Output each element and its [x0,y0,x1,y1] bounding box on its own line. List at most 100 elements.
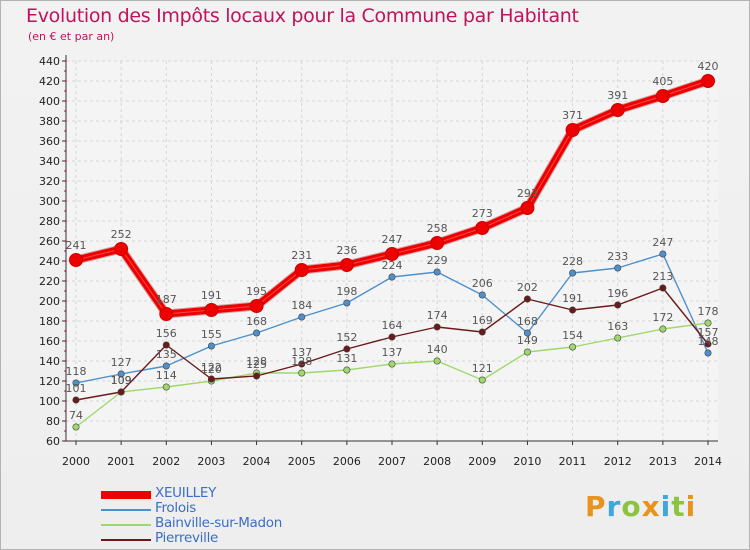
y-tick-label: 340 [39,155,60,168]
data-point [204,303,219,317]
data-label: 420 [698,60,719,73]
y-axis-dot [64,120,66,122]
data-label: 114 [156,369,177,382]
x-tick-label: 2004 [243,455,271,468]
legend-label: Bainville-sur-Madon [155,515,283,531]
y-axis-dot [64,250,66,252]
data-point [298,313,306,321]
x-tick-label: 2007 [378,455,406,468]
data-label: 293 [517,187,538,200]
y-tick-label: 280 [39,215,60,228]
y-axis-dot [64,100,66,102]
data-label: 168 [517,315,538,328]
data-label: 233 [607,250,628,263]
data-label: 125 [246,358,267,371]
y-tick-label: 400 [39,95,60,108]
data-label: 122 [201,361,222,374]
x-tick-label: 2013 [649,455,677,468]
data-label: 174 [427,309,448,322]
y-axis-dot [64,260,66,262]
legend-swatch [101,491,151,499]
y-axis-dot [64,420,66,422]
data-point [72,396,80,404]
data-label: 241 [66,239,87,252]
y-axis-dot [64,340,66,342]
data-point [565,123,580,137]
data-label: 135 [156,348,177,361]
data-label: 169 [472,314,493,327]
y-axis-dot [64,310,66,312]
legend-label: XEUILLEY [155,485,217,501]
data-point [433,268,441,276]
x-tick-label: 2002 [152,455,180,468]
y-tick-label: 240 [39,255,60,268]
y-axis-dot [64,210,66,212]
y-tick-label: 220 [39,275,60,288]
data-label: 163 [607,320,628,333]
data-label: 191 [562,292,583,305]
y-tick-label: 180 [39,315,60,328]
data-label: 101 [66,382,87,395]
data-label: 371 [562,109,583,122]
data-point [162,341,170,349]
series-lines [69,74,715,431]
y-tick-label: 360 [39,135,60,148]
data-label: 109 [111,374,132,387]
data-point [520,201,535,215]
data-point [72,379,80,387]
logo-letter: P [585,490,607,523]
data-point [114,242,129,256]
data-label: 155 [201,328,222,341]
data-point [704,340,712,348]
data-label: 128 [291,355,312,368]
data-label: 118 [66,365,87,378]
y-axis-dot [64,320,66,322]
y-axis-dot [64,220,66,222]
data-label: 164 [382,319,403,332]
data-label: 157 [698,326,719,339]
data-point [614,264,622,272]
data-label: 229 [427,254,448,267]
data-label: 195 [246,285,267,298]
data-label: 148 [698,335,719,348]
data-point [655,89,670,103]
y-tick-label: 60 [46,435,60,448]
data-label: 131 [336,352,357,365]
axes: 60 80 100 120 140 160 180 200 220 240 260 280 300 320… [39,55,722,468]
y-axis-dot [64,230,66,232]
logo-letter: i [685,490,697,523]
y-tick-label: 440 [39,55,60,68]
data-label: 156 [156,327,177,340]
data-label: 184 [291,299,312,312]
data-label: 231 [291,249,312,262]
x-tick-label: 2014 [694,455,722,468]
x-tick-label: 2010 [513,455,541,468]
x-tick-label: 2011 [559,455,587,468]
data-label: 121 [472,362,493,375]
proxiti-logo: Proxiti [585,490,696,523]
data-point [343,345,351,353]
logo-letter: r [606,490,622,523]
y-axis-dot [64,290,66,292]
grid-lines [66,60,718,442]
data-point [388,333,396,341]
y-tick-label: 300 [39,195,60,208]
data-label: 152 [336,331,357,344]
data-point [478,328,486,336]
legend-label: Frolois [155,500,196,516]
data-point [523,348,531,356]
data-label: 191 [201,289,222,302]
y-tick-label: 200 [39,295,60,308]
data-label: 273 [472,207,493,220]
y-axis-dot [64,240,66,242]
y-axis-dot [64,390,66,392]
data-point [207,342,215,350]
y-axis-dot [64,150,66,152]
data-point [430,236,445,250]
x-tick-label: 2001 [107,455,135,468]
x-tick-label: 2012 [604,455,632,468]
data-label: 178 [698,305,719,318]
y-axis-dot [64,360,66,362]
y-axis-dot [64,140,66,142]
